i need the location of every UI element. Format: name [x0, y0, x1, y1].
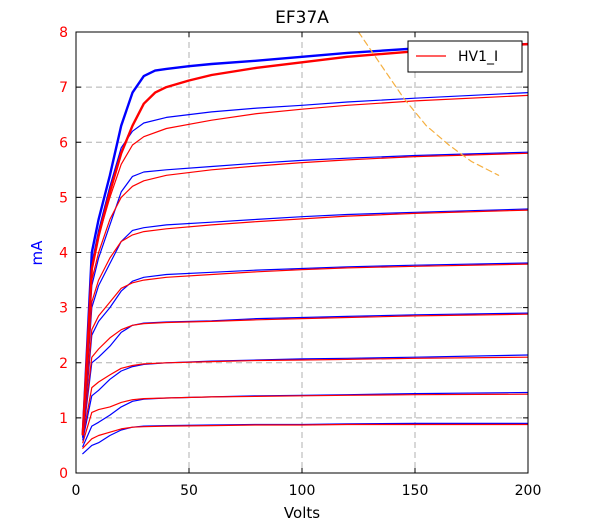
- y-tick-label: 4: [59, 246, 68, 262]
- series-layer: [81, 32, 528, 455]
- series-line-18: [81, 42, 528, 436]
- series-line-2: [82, 423, 528, 449]
- legend: HV1_I: [407, 40, 523, 73]
- chart-title: EF37A: [275, 8, 329, 28]
- series-line-17: [81, 42, 528, 436]
- y-tick-label: 2: [59, 356, 68, 372]
- series-line-12: [82, 209, 528, 435]
- y-tick-label: 6: [59, 135, 68, 151]
- y-tick-label: 1: [59, 411, 68, 427]
- series-line-10: [82, 263, 528, 435]
- series-line-13: [82, 151, 528, 435]
- y-tick-label: 5: [59, 190, 68, 206]
- series-line-4: [82, 393, 528, 444]
- y-tick-label: 8: [59, 25, 68, 41]
- x-tick-label: 150: [402, 483, 429, 499]
- ticks: 0 50 100 150 200 0 1 2 3 4 5 6 7 8: [59, 25, 541, 499]
- x-tick-label: 0: [72, 483, 81, 499]
- y-tick-label: 0: [59, 466, 68, 482]
- load-line: [357, 32, 500, 176]
- series-line-8: [82, 313, 528, 435]
- series-line-9: [82, 262, 528, 438]
- x-tick-label: 100: [289, 483, 316, 499]
- series-line-15: [82, 91, 528, 435]
- grid: [76, 32, 528, 473]
- x-axis-title: Volts: [284, 504, 320, 522]
- y-tick-label: 3: [59, 301, 68, 317]
- series-line-6: [82, 356, 528, 438]
- x-tick-label: 50: [180, 483, 198, 499]
- legend-label-hv1-i: HV1_I: [458, 49, 498, 65]
- plot-frame: [75, 31, 529, 474]
- series-line-14: [82, 152, 528, 435]
- series-line-11: [82, 208, 528, 438]
- x-tick-label: 200: [515, 483, 542, 499]
- y-axis-title: mA: [28, 240, 46, 266]
- y-tick-label: 7: [59, 80, 68, 96]
